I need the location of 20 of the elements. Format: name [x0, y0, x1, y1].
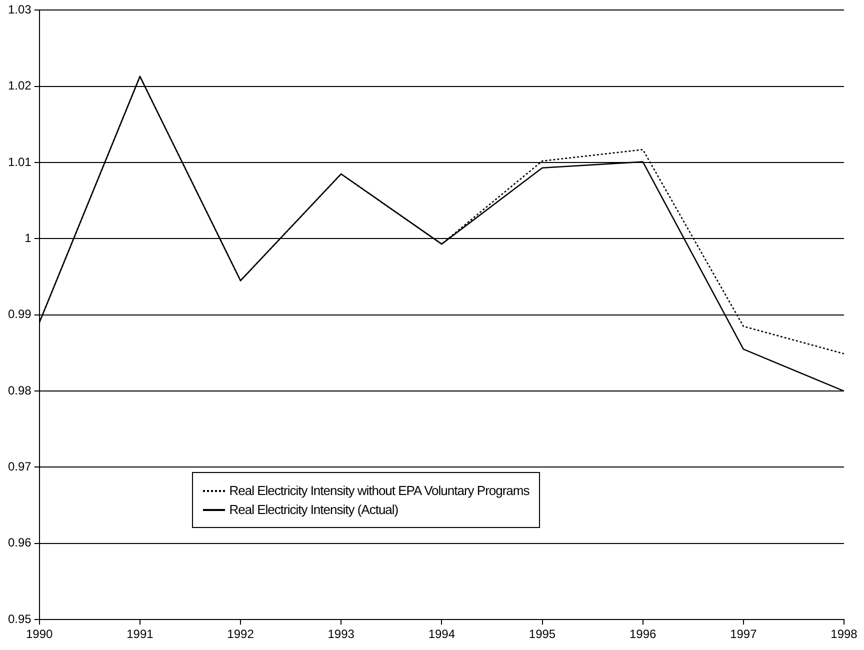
- legend-label: Real Electricity Intensity without EPA Voluntary Programs: [229, 483, 530, 498]
- x-tick-label: 1991: [126, 627, 154, 642]
- x-tick-label: 1992: [227, 627, 254, 642]
- y-tick-label: 0.99: [8, 307, 32, 322]
- x-tick-label: 1997: [730, 627, 758, 642]
- y-tick-label: 1.02: [8, 78, 32, 93]
- legend-label: Real Electricity Intensity (Actual): [229, 502, 398, 518]
- x-tick-label: 1996: [629, 627, 657, 642]
- y-tick-label: 0.95: [8, 612, 32, 626]
- y-tick-label: 0.96: [8, 536, 32, 550]
- y-tick-label: 1.01: [8, 154, 32, 169]
- x-tick-label: 1993: [328, 627, 355, 642]
- y-tick-label: 0.98: [8, 383, 32, 398]
- x-tick-label: 1994: [428, 627, 456, 642]
- x-tick-label: 1990: [26, 627, 54, 642]
- x-tick-label: 1995: [528, 627, 556, 642]
- y-tick-label: 1.03: [8, 2, 32, 17]
- x-tick-label: 1998: [830, 627, 858, 642]
- y-tick-label: 1: [24, 231, 32, 246]
- y-tick-label: 0.97: [8, 460, 32, 474]
